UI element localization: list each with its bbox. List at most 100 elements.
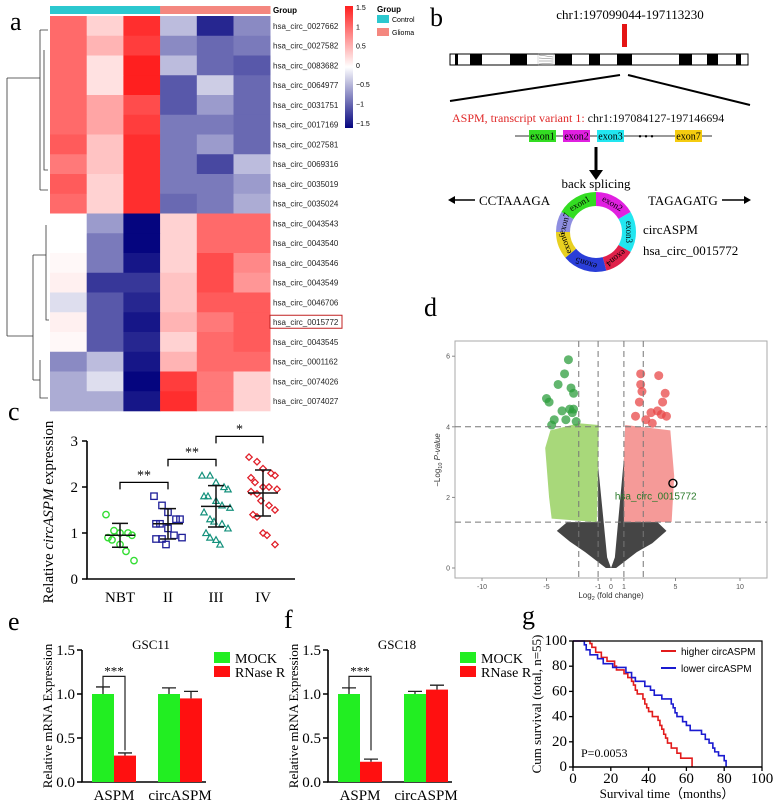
up-significant-point [661, 411, 671, 421]
heatmap-cell [50, 292, 87, 313]
row-label: hsa_circ_0043545 [273, 338, 339, 347]
locus-marker [622, 24, 627, 47]
row-label: hsa_circ_0015772 [273, 318, 339, 327]
down-arrow-head [589, 170, 603, 180]
bar-RNase-R-ASPM [114, 755, 136, 782]
colorbar-tick: 0 [356, 63, 360, 70]
error-bar [408, 690, 422, 694]
heatmap-cell [160, 35, 198, 56]
exon-label: exon1 [530, 132, 554, 143]
ring-segment-exon7 [556, 212, 574, 232]
row-label: hsa_circ_0031751 [273, 101, 339, 110]
ring-segment-exon5 [565, 248, 607, 272]
heatmap-cell [86, 16, 124, 37]
exon-label: exon7 [676, 132, 700, 143]
legend-swatch [214, 666, 230, 677]
bar-MOCK-ASPM [338, 694, 360, 782]
legend-swatch [460, 652, 476, 663]
highlight-label: hsa_circ_0015772 [615, 491, 697, 502]
heatmap-cell [233, 292, 271, 313]
heatmap-cell [196, 16, 234, 37]
colorbar-tick: −0.5 [356, 82, 370, 89]
legend-label-lower: lower circASPM [681, 664, 752, 675]
heatmap-cell [123, 312, 161, 333]
heatmap-cell [50, 351, 87, 372]
p-value-annotation: P=0.0053 [581, 746, 627, 760]
heatmap-cell [196, 75, 234, 96]
heatmap-cell [233, 174, 271, 195]
data-point-III [217, 500, 227, 509]
row-label: hsa_circ_0043549 [273, 279, 339, 288]
ring-segment-exon3 [618, 212, 636, 252]
heatmap-cell [196, 134, 234, 155]
data-point-III [217, 519, 227, 527]
y-tick-label: 1.5 [56, 643, 75, 659]
row-label: hsa_circ_0043540 [273, 239, 339, 248]
data-point-III [199, 507, 209, 516]
heatmap-cell [196, 351, 234, 372]
bar-MOCK-circASPM [158, 694, 180, 782]
data-point-III [203, 491, 213, 500]
error-bar [118, 752, 132, 756]
data-point-III [225, 503, 235, 511]
heatmap-cell [196, 193, 234, 214]
heatmap-cell [123, 75, 161, 96]
significance-label: *** [350, 664, 370, 679]
heatmap-cell [196, 213, 234, 234]
heatmap-cell [50, 371, 87, 392]
group-bar-cell [160, 6, 198, 14]
d-x-tick-label: 5 [674, 584, 678, 591]
heatmap-cell [123, 292, 161, 313]
x-tick-label: circASPM [148, 788, 211, 804]
heatmap-cell [123, 16, 161, 37]
heatmap-cell [86, 233, 124, 254]
row-label: hsa_circ_0017169 [273, 121, 339, 130]
heatmap-cell [160, 193, 198, 214]
heatmap-cell [50, 75, 87, 96]
heatmap-cell [196, 312, 234, 333]
bar-RNase-R-circASPM [180, 698, 202, 782]
data-point-III [205, 533, 215, 541]
heatmap-cell [123, 213, 161, 234]
heatmap-cell [123, 35, 161, 56]
heatmap-cell [123, 193, 161, 214]
heatmap-cell [123, 332, 161, 353]
group-bar-cell [86, 6, 124, 14]
data-point-IV [244, 452, 254, 462]
up-significant-point [637, 387, 647, 396]
heatmap-cell [233, 371, 271, 392]
heatmap-cell [160, 292, 198, 313]
heatmap-cell [50, 95, 87, 116]
heatmap-cell [196, 35, 234, 56]
heatmap-cell [196, 95, 234, 116]
up-significant-point [647, 418, 657, 428]
row-label: hsa_circ_0083682 [273, 61, 339, 70]
bar-MOCK-circASPM [404, 694, 426, 782]
up-significant-point [646, 408, 656, 418]
x-tick-label: circASPM [394, 788, 457, 804]
sd-error-bar [208, 484, 224, 528]
significance-label: * [236, 422, 243, 437]
down-significant-point [563, 355, 573, 365]
locus-label: chr1:197099044-197113230 [556, 7, 704, 22]
heatmap-cell [123, 272, 161, 293]
left-arrow-head [448, 196, 455, 204]
nonsignificant-cloud [556, 458, 667, 568]
heatmap-cell [50, 253, 87, 274]
heatmap-cell [160, 174, 198, 195]
left-sequence: CCTAAAGA [479, 193, 551, 208]
heatmap-cell [123, 95, 161, 116]
panel-label-b: b [430, 3, 443, 32]
heatmap-cell [86, 213, 124, 234]
d-y-tick-label: 6 [446, 354, 450, 361]
colorbar-tick: 0.5 [356, 44, 366, 51]
g-y-tick-label: 100 [545, 633, 568, 649]
g-x-tick-label: 20 [603, 771, 618, 787]
g-x-tick-label: 40 [641, 771, 656, 787]
km-curve-lower [573, 640, 727, 767]
panel-label-g: g [522, 601, 535, 630]
data-point-III [205, 514, 215, 523]
row-dendrogram [6, 29, 49, 399]
heatmap-cell [233, 332, 271, 353]
heatmap-cell [160, 272, 198, 293]
